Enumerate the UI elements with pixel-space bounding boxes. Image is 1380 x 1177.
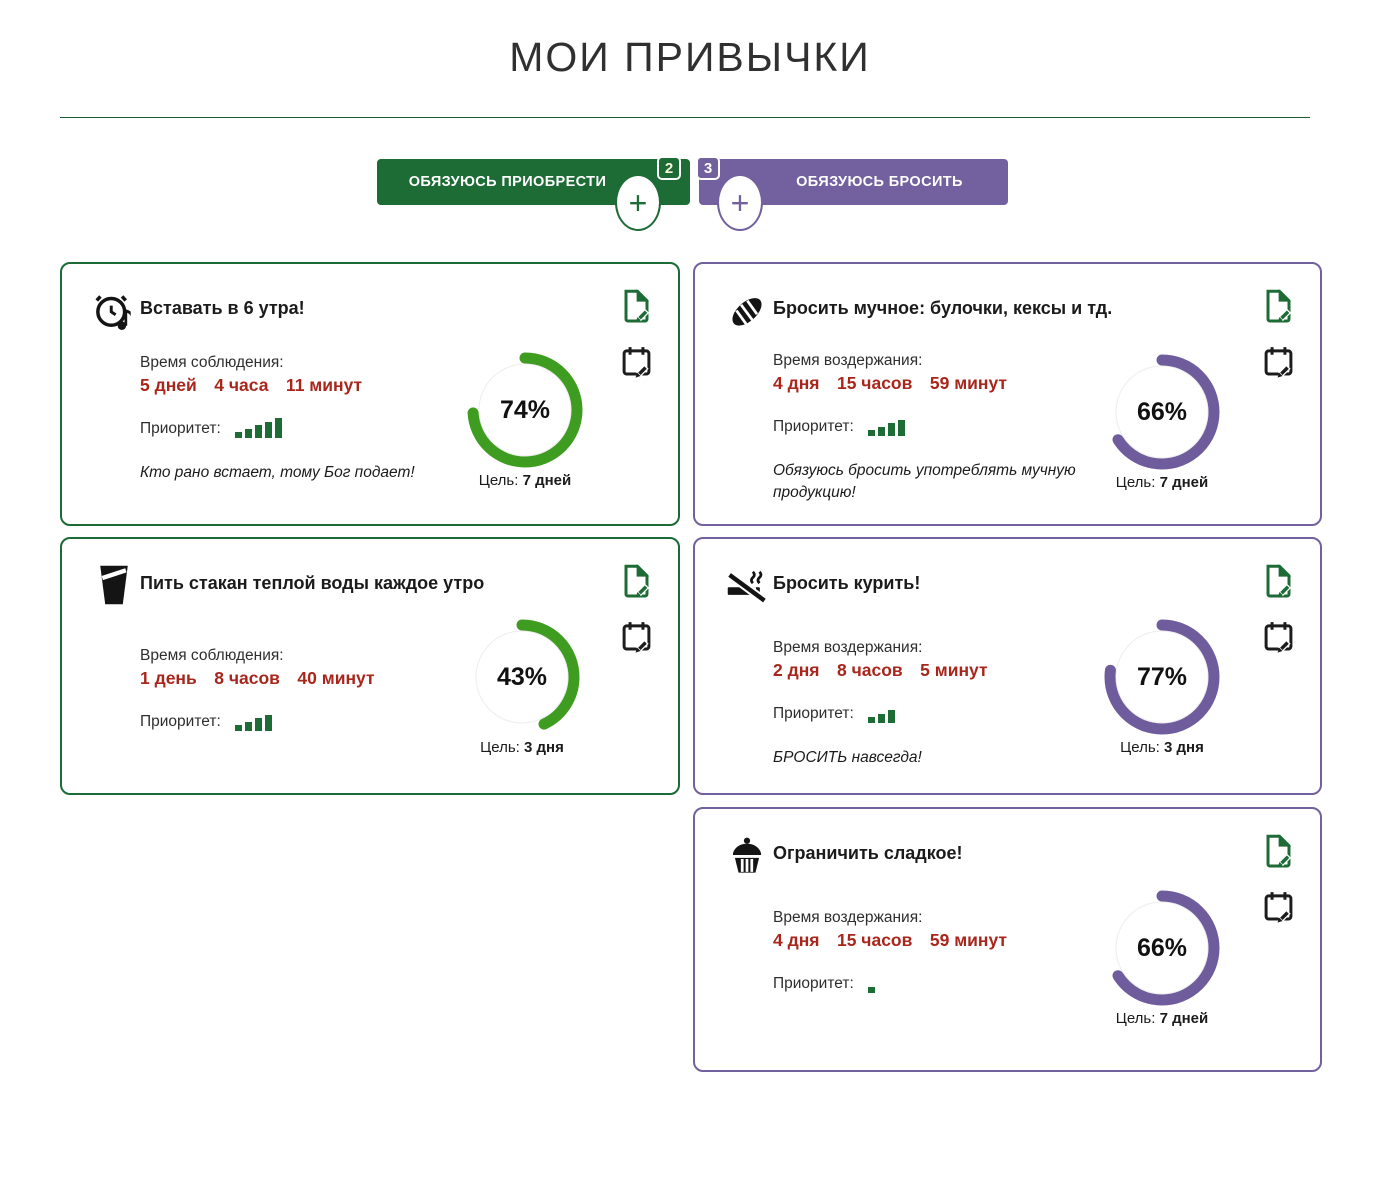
progress-ring: 66% Цель: 7 дней (1097, 890, 1227, 1027)
plus-icon: + (730, 184, 750, 221)
progress-ring: 74% Цель: 7 дней (460, 352, 590, 489)
priority-bars (867, 973, 875, 993)
goal-text: Цель: 7 дней (1115, 1010, 1209, 1027)
edit-calendar-icon[interactable] (1263, 344, 1294, 380)
time-value: 1 день 8 часов 40 минут (140, 668, 375, 688)
alarm-music-icon (92, 288, 136, 332)
priority-bars (867, 703, 895, 723)
progress-ring: 77% Цель: 3 дня (1097, 619, 1227, 756)
priority-label: Приоритет: (773, 975, 854, 992)
bread-icon (725, 288, 769, 332)
edit-calendar-icon[interactable] (621, 344, 652, 380)
priority-label: Приоритет: (140, 420, 221, 437)
time-label: Время соблюдения: (140, 647, 284, 664)
habit-title: Бросить курить! (773, 573, 921, 593)
priority-label: Приоритет: (773, 418, 854, 435)
add-quit-habit-button[interactable]: + (717, 174, 763, 231)
time-label: Время соблюдения: (140, 354, 284, 371)
edit-document-icon[interactable] (621, 563, 652, 599)
priority-bars (867, 416, 905, 436)
progress-ring: 66% Цель: 7 дней (1097, 354, 1227, 491)
habit-title: Бросить мучное: булочки, кексы и тд. (773, 298, 1113, 318)
plus-icon: + (628, 184, 648, 221)
header-divider (60, 117, 1310, 118)
habit-note: БРОСИТЬ навсегда! (773, 749, 922, 766)
habit-card-smoking: Бросить курить! Время воздержания: 2 дня… (693, 537, 1322, 795)
goal-text: Цель: 3 дня (480, 739, 564, 756)
goal-text: Цель: 3 дня (1120, 739, 1204, 756)
progress-percent: 66% (1136, 397, 1188, 426)
habit-title: Вставать в 6 утра! (140, 298, 305, 318)
time-label: Время воздержания: (773, 639, 923, 656)
priority-label: Приоритет: (140, 713, 221, 730)
priority-bars (234, 418, 282, 438)
time-value: 5 дней 4 часа 11 минут (140, 375, 363, 395)
add-acquire-habit-button[interactable]: + (615, 174, 661, 231)
priority-bars (234, 711, 272, 731)
time-value: 4 дня 15 часов 59 минут (773, 930, 1008, 950)
edit-document-icon[interactable] (1263, 833, 1294, 869)
cupcake-icon (725, 833, 769, 877)
habit-title: Ограничить сладкое! (773, 843, 963, 863)
habit-card-sweets: Ограничить сладкое! Время воздержания: 4… (693, 807, 1322, 1072)
habit-title: Пить стакан теплой воды каждое утро (140, 573, 485, 593)
no-smoking-icon (725, 563, 769, 607)
progress-ring: 43% Цель: 3 дня (457, 619, 587, 756)
edit-document-icon[interactable] (1263, 563, 1294, 599)
priority-label: Приоритет: (773, 705, 854, 722)
habit-card-wake-up: Вставать в 6 утра! Время соблюдения: 5 д… (60, 262, 680, 526)
quit-count-badge: 3 (696, 156, 720, 180)
edit-calendar-icon[interactable] (1263, 619, 1294, 655)
edit-calendar-icon[interactable] (621, 619, 652, 655)
progress-percent: 66% (1136, 933, 1188, 962)
progress-percent: 74% (499, 395, 551, 424)
acquire-count-badge: 2 (657, 156, 681, 180)
time-value: 2 дня 8 часов 5 минут (773, 660, 988, 680)
habit-note: Обязуюсь бросить употреблять мучную прод… (773, 462, 1076, 501)
progress-percent: 77% (1136, 662, 1188, 691)
goal-text: Цель: 7 дней (1115, 474, 1209, 491)
edit-calendar-icon[interactable] (1263, 889, 1294, 925)
time-label: Время воздержания: (773, 352, 923, 369)
edit-document-icon[interactable] (1263, 288, 1294, 324)
progress-percent: 43% (496, 662, 548, 691)
edit-document-icon[interactable] (621, 288, 652, 324)
glass-icon (92, 563, 136, 607)
habit-note: Кто рано встает, тому Бог подает! (140, 464, 415, 481)
time-label: Время воздержания: (773, 909, 923, 926)
goal-text: Цель: 7 дней (478, 472, 572, 489)
habit-card-flour: Бросить мучное: булочки, кексы и тд. Вре… (693, 262, 1322, 526)
habit-card-water: Пить стакан теплой воды каждое утро Врем… (60, 537, 680, 795)
time-value: 4 дня 15 часов 59 минут (773, 373, 1008, 393)
page-title: МОИ ПРИВЫЧКИ (509, 34, 871, 80)
